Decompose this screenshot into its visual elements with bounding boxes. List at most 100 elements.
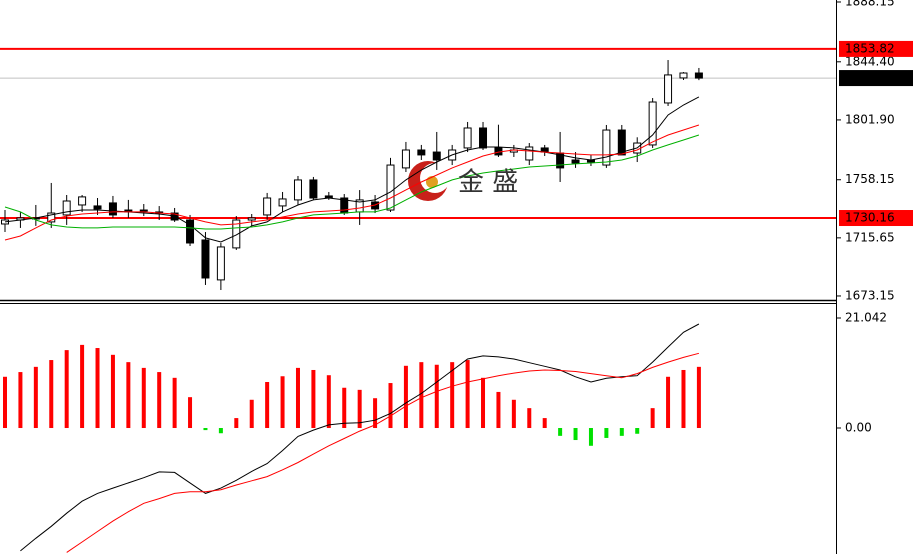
bar xyxy=(650,408,655,429)
bar xyxy=(558,428,563,436)
y-tick-label: 1673.15 xyxy=(845,288,895,302)
candle-body xyxy=(648,101,657,146)
bar xyxy=(172,377,177,429)
bar xyxy=(635,428,640,434)
candle-body xyxy=(278,198,287,207)
y-tick-label: 0.00 xyxy=(845,421,872,435)
candle-body xyxy=(62,200,71,216)
line xyxy=(66,352,700,553)
bar xyxy=(434,364,439,429)
level-box xyxy=(839,40,913,57)
y-tick-label: 1801.90 xyxy=(845,112,895,126)
bar xyxy=(95,348,100,429)
candle-body xyxy=(694,72,703,79)
bar xyxy=(681,369,686,429)
axis-labels: 1888.15 1844.40 1801.90 1758.15 1715.65 1673.… xyxy=(836,0,913,435)
bar xyxy=(326,375,331,429)
bar xyxy=(141,367,146,429)
level-box xyxy=(839,70,913,87)
candle-body xyxy=(93,205,102,210)
bar xyxy=(18,372,23,429)
bar xyxy=(696,366,701,429)
line xyxy=(20,323,700,552)
bar xyxy=(527,408,532,429)
level-label: 1853.82 xyxy=(845,41,895,55)
candle-body xyxy=(386,164,395,211)
bar xyxy=(295,367,300,429)
bar xyxy=(110,354,115,429)
bar xyxy=(80,344,85,429)
line xyxy=(4,134,700,230)
candle-body xyxy=(309,179,318,199)
candle-body xyxy=(247,217,256,221)
candle-body xyxy=(679,72,688,79)
bar xyxy=(357,389,362,429)
bar xyxy=(511,399,516,429)
bar xyxy=(542,418,547,429)
bar xyxy=(311,369,316,429)
level-label: 1832.51 xyxy=(845,71,895,85)
level-label: 1730.16 xyxy=(845,211,895,225)
candle-body xyxy=(463,127,472,149)
bar xyxy=(619,428,624,436)
bar xyxy=(573,428,578,441)
candle-body xyxy=(201,239,210,279)
macd-panel xyxy=(3,323,701,553)
level-box xyxy=(839,210,913,227)
candle-body xyxy=(571,159,580,164)
bar xyxy=(450,362,455,429)
candle-body xyxy=(417,149,426,156)
bar xyxy=(265,382,270,429)
bar xyxy=(218,428,223,434)
candle-body xyxy=(232,219,241,249)
candle-body xyxy=(186,219,195,244)
bar xyxy=(496,391,501,429)
price-panel xyxy=(0,47,836,291)
bar xyxy=(419,362,424,429)
bar xyxy=(64,350,69,429)
bar xyxy=(249,399,254,429)
bar xyxy=(588,428,593,446)
bar xyxy=(203,428,208,431)
bar xyxy=(280,376,285,429)
bar xyxy=(481,377,486,429)
bar xyxy=(33,366,38,429)
bar xyxy=(234,418,239,429)
bar xyxy=(3,376,7,429)
candle-body xyxy=(108,202,117,216)
candle-body xyxy=(78,196,87,206)
y-tick-label: 1888.15 xyxy=(845,0,895,8)
candle-body xyxy=(139,209,148,212)
line xyxy=(4,124,700,241)
bar xyxy=(188,397,193,429)
watermark-logo xyxy=(408,161,450,201)
candle-body xyxy=(664,74,673,104)
candle-body xyxy=(401,149,410,169)
watermark: 金 盛 xyxy=(458,168,518,198)
candle-body xyxy=(525,146,534,161)
bar xyxy=(49,360,54,429)
candle-body xyxy=(293,179,302,201)
bar xyxy=(342,387,347,429)
candle-body xyxy=(263,197,272,216)
candle-body xyxy=(47,212,56,223)
bar xyxy=(666,376,671,429)
bar xyxy=(604,428,609,438)
bar xyxy=(373,398,378,429)
candle-body xyxy=(617,129,626,156)
candle-body xyxy=(602,129,611,166)
bar xyxy=(388,383,393,429)
y-tick-label: 1844.40 xyxy=(845,54,895,68)
candle-body xyxy=(1,219,9,225)
bar xyxy=(403,365,408,429)
y-tick-label: 1715.65 xyxy=(845,230,895,244)
bar xyxy=(157,372,162,429)
y-tick-label: 21.042 xyxy=(845,311,887,325)
candle-body xyxy=(479,127,488,149)
candle-body xyxy=(216,246,225,281)
bar xyxy=(126,362,131,429)
bar xyxy=(465,360,470,429)
candle-body xyxy=(432,151,441,161)
